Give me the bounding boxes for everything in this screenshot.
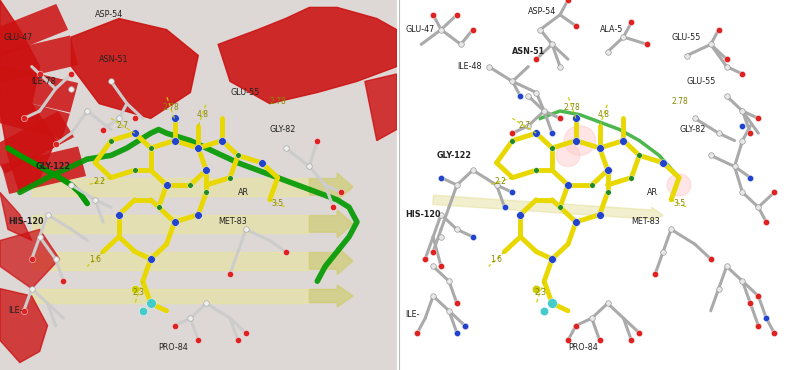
Text: 2.78: 2.78 — [270, 97, 286, 105]
Text: 2.7: 2.7 — [117, 121, 129, 130]
Text: ASN-51: ASN-51 — [512, 47, 546, 56]
Text: ASP-54: ASP-54 — [528, 7, 556, 16]
Text: PRO-84: PRO-84 — [159, 343, 188, 352]
Text: 1.6: 1.6 — [491, 255, 503, 263]
Text: ILE-78: ILE-78 — [32, 77, 57, 86]
Text: GLU-55: GLU-55 — [230, 88, 259, 97]
FancyArrow shape — [433, 195, 663, 222]
Text: ILE-48: ILE-48 — [457, 62, 481, 71]
Text: 3.5: 3.5 — [673, 199, 685, 208]
Polygon shape — [0, 289, 48, 363]
Text: GLU-47: GLU-47 — [405, 25, 435, 34]
Circle shape — [564, 126, 596, 155]
Text: GLU-55: GLU-55 — [671, 33, 701, 41]
Text: ILE-: ILE- — [405, 310, 420, 319]
Text: 2.2: 2.2 — [93, 177, 105, 186]
Text: ASN-51: ASN-51 — [99, 55, 128, 64]
Text: 2.7: 2.7 — [519, 121, 531, 130]
Polygon shape — [0, 36, 78, 83]
Polygon shape — [218, 7, 397, 104]
Polygon shape — [0, 65, 78, 112]
Text: HIS-120: HIS-120 — [405, 210, 440, 219]
Text: MET-83: MET-83 — [218, 218, 247, 226]
Text: 3.5: 3.5 — [271, 199, 283, 208]
Text: GLU-55: GLU-55 — [687, 77, 717, 86]
Text: GLY-122: GLY-122 — [437, 151, 472, 160]
Text: GLY-82: GLY-82 — [679, 125, 705, 134]
Polygon shape — [365, 74, 397, 141]
FancyArrow shape — [310, 285, 353, 307]
FancyArrow shape — [310, 247, 353, 275]
Text: AR: AR — [238, 188, 249, 197]
Polygon shape — [0, 111, 74, 174]
Text: 2.78: 2.78 — [671, 97, 688, 105]
Text: 2.78: 2.78 — [162, 103, 179, 112]
Text: HIS-120: HIS-120 — [8, 218, 43, 226]
Polygon shape — [0, 94, 70, 139]
Polygon shape — [0, 229, 60, 289]
Text: 2.2: 2.2 — [495, 177, 507, 186]
Text: ASP-54: ASP-54 — [95, 10, 124, 19]
Text: 2.3: 2.3 — [132, 288, 144, 297]
Text: PRO-84: PRO-84 — [568, 343, 598, 352]
Polygon shape — [71, 18, 198, 118]
Text: ALA-5: ALA-5 — [600, 25, 623, 34]
Text: ILE-: ILE- — [8, 306, 22, 315]
Text: 2.3: 2.3 — [534, 288, 546, 297]
Text: AR: AR — [647, 188, 658, 197]
Text: GLY-122: GLY-122 — [36, 162, 71, 171]
Text: 2.78: 2.78 — [563, 103, 580, 112]
Polygon shape — [0, 192, 32, 240]
Text: GLY-82: GLY-82 — [270, 125, 296, 134]
Text: 4.8: 4.8 — [196, 110, 208, 119]
Text: 4.8: 4.8 — [598, 110, 610, 119]
Polygon shape — [0, 4, 68, 59]
Circle shape — [556, 144, 580, 166]
FancyArrow shape — [310, 173, 353, 201]
Text: MET-83: MET-83 — [631, 218, 660, 226]
Polygon shape — [1, 147, 86, 194]
Text: GLU-47: GLU-47 — [4, 33, 34, 41]
Polygon shape — [0, 0, 56, 192]
Circle shape — [667, 174, 691, 196]
Text: 1.6: 1.6 — [89, 255, 101, 263]
FancyArrow shape — [310, 210, 353, 238]
